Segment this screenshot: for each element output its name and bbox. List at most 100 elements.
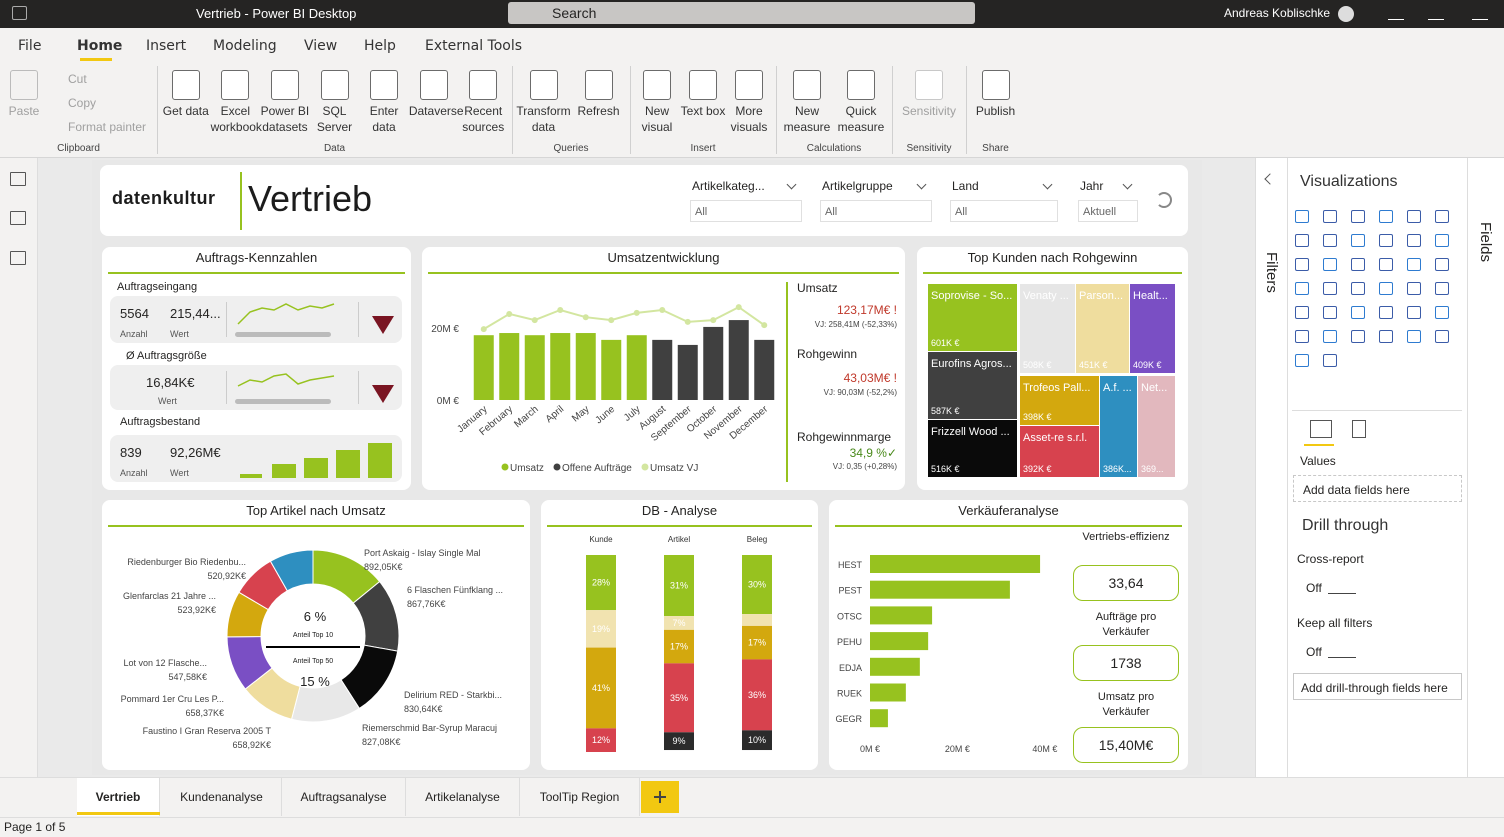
slicer-dropdown[interactable]: Aktuell	[1078, 200, 1138, 222]
page-tab[interactable]: ToolTip Region	[520, 778, 640, 816]
ribbon-button[interactable]: Recent sources	[462, 104, 505, 134]
build-tab[interactable]	[1310, 420, 1332, 438]
window-button[interactable]	[1428, 4, 1444, 20]
visual-icon[interactable]	[1379, 306, 1393, 319]
visual-icon[interactable]	[1351, 258, 1365, 271]
filters-pane-title[interactable]: Filters	[1263, 252, 1280, 293]
slicer-dropdown[interactable]: All	[820, 200, 932, 222]
visual-icon[interactable]	[1295, 306, 1309, 319]
drill-title: Drill through	[1302, 517, 1389, 534]
menu-tab[interactable]: Insert	[146, 38, 187, 54]
page-tab[interactable]: Auftragsanalyse	[282, 778, 406, 816]
visual-icon[interactable]	[1295, 282, 1309, 295]
fields-pane-title[interactable]: Fields	[1477, 222, 1494, 263]
ribbon-button[interactable]: Sensitivity	[901, 104, 957, 118]
visual-icon[interactable]	[1295, 330, 1309, 343]
ribbon-button[interactable]: Format painter	[68, 120, 147, 134]
ribbon-button[interactable]: More visuals	[730, 104, 768, 134]
visual-icon[interactable]	[1407, 258, 1421, 271]
visual-icon[interactable]	[1379, 258, 1393, 271]
drop-zone[interactable]: Add data fields here	[1293, 475, 1462, 502]
visual-icon[interactable]	[1379, 210, 1393, 223]
user-name: Andreas Koblischke	[1224, 6, 1331, 20]
visual-icon[interactable]	[1379, 330, 1393, 343]
ribbon-button[interactable]: Copy	[68, 96, 97, 110]
ribbon-button[interactable]: Get data	[162, 104, 209, 118]
visual-icon[interactable]	[1323, 210, 1337, 223]
option-label: Keep all filters	[1297, 616, 1373, 630]
visual-icon[interactable]	[1351, 282, 1365, 295]
ribbon-button[interactable]: SQL Server	[316, 104, 353, 134]
search-box[interactable]: Search	[508, 2, 975, 24]
visual-icon[interactable]	[1435, 306, 1449, 319]
menu-tab[interactable]: Help	[364, 38, 396, 54]
kpi-box	[110, 435, 402, 482]
visual-icon[interactable]	[1323, 354, 1337, 367]
visual-icon[interactable]	[1379, 282, 1393, 295]
reset-button[interactable]	[1156, 192, 1172, 208]
format-tab[interactable]	[1352, 420, 1366, 438]
ribbon-button[interactable]: Dataverse	[408, 104, 464, 118]
ribbon-button[interactable]: Text box	[680, 104, 726, 118]
menu-tab[interactable]: Modeling	[213, 38, 277, 54]
menu-tab[interactable]: File	[18, 38, 42, 54]
visual-icon[interactable]	[1407, 234, 1421, 247]
visual-icon[interactable]	[1435, 282, 1449, 295]
menu-tab[interactable]: Home	[77, 38, 123, 54]
nav-icon[interactable]	[10, 251, 26, 265]
visual-icon[interactable]	[1323, 258, 1337, 271]
visual-icon[interactable]	[1295, 234, 1309, 247]
visual-icon[interactable]	[1407, 210, 1421, 223]
visual-icon[interactable]	[1407, 306, 1421, 319]
visual-icon[interactable]	[1295, 354, 1309, 367]
window-button[interactable]	[1388, 4, 1404, 20]
nav-icon[interactable]	[10, 211, 26, 225]
visual-icon[interactable]	[1407, 330, 1421, 343]
kpi-value: 5564	[120, 306, 149, 321]
visual-icon[interactable]	[1407, 282, 1421, 295]
ribbon-icon	[643, 70, 671, 100]
menu-tab[interactable]: View	[304, 38, 338, 54]
visual-icon[interactable]	[1323, 306, 1337, 319]
visual-icon[interactable]	[1351, 234, 1365, 247]
ribbon-button[interactable]: Power BI datasets	[260, 104, 310, 134]
visual-icon[interactable]	[1435, 330, 1449, 343]
ribbon-button[interactable]: Cut	[68, 72, 87, 86]
visual-icon[interactable]	[1323, 282, 1337, 295]
drop-zone[interactable]: Add drill-through fields here	[1293, 673, 1462, 700]
page-tab[interactable]: Vertrieb	[77, 778, 160, 816]
kpi-divider	[358, 302, 359, 337]
ribbon-button[interactable]: Enter data	[369, 104, 399, 134]
visual-icon[interactable]	[1323, 330, 1337, 343]
visual-icon[interactable]	[1295, 210, 1309, 223]
ribbon-button[interactable]: Quick measure	[837, 104, 885, 134]
toggle-switch[interactable]	[1328, 582, 1356, 594]
visual-icon[interactable]	[1323, 234, 1337, 247]
visual-icon[interactable]	[1351, 210, 1365, 223]
ribbon-button[interactable]: New measure	[783, 104, 831, 134]
visual-icon[interactable]	[1435, 258, 1449, 271]
slicer-dropdown[interactable]: All	[950, 200, 1058, 222]
ribbon-separator	[630, 66, 631, 154]
ribbon-button[interactable]: Transform data	[516, 104, 571, 134]
page-tab[interactable]: Artikelanalyse	[406, 778, 520, 816]
visual-icon[interactable]	[1351, 330, 1365, 343]
ribbon-button[interactable]: New visual	[641, 104, 673, 134]
visual-icon[interactable]	[1435, 234, 1449, 247]
slicer-dropdown[interactable]: All	[690, 200, 802, 222]
nav-icon[interactable]	[10, 172, 26, 186]
visual-icon[interactable]	[1379, 234, 1393, 247]
visual-icon[interactable]	[1295, 258, 1309, 271]
page-tab[interactable]: Kundenanalyse	[162, 778, 282, 816]
menu-tab[interactable]: External Tools	[425, 38, 523, 54]
visual-icon[interactable]	[1351, 306, 1365, 319]
window-button[interactable]	[1472, 4, 1488, 20]
ribbon-button[interactable]: Refresh	[577, 104, 620, 118]
ribbon-button[interactable]: Paste	[8, 104, 40, 118]
toggle-switch[interactable]	[1328, 646, 1356, 658]
ribbon-button[interactable]: Excel workbook	[210, 104, 262, 134]
visual-icon[interactable]	[1435, 210, 1449, 223]
ribbon-button[interactable]: Publish	[975, 104, 1016, 118]
kpi-value: 92,26M€	[170, 445, 221, 460]
app-icon[interactable]	[12, 6, 27, 20]
